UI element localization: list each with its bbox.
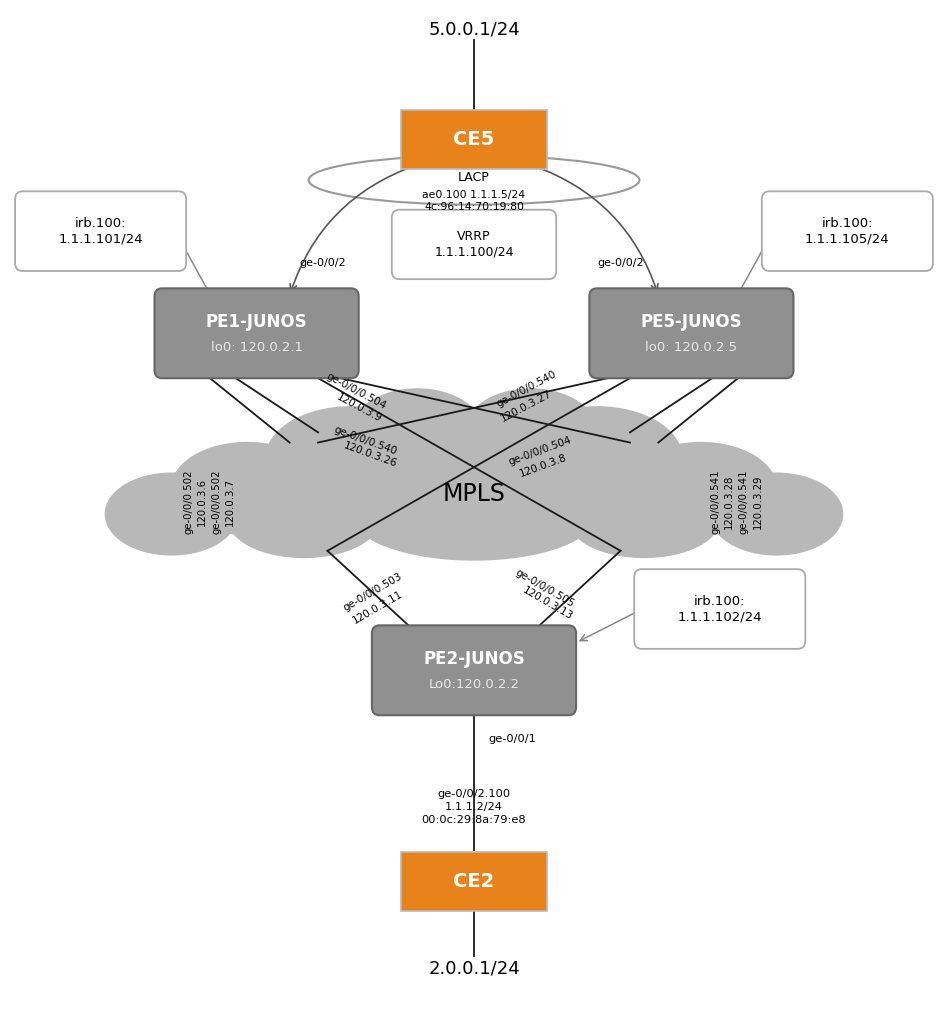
Ellipse shape — [228, 481, 379, 557]
Text: 120.0.3.9: 120.0.3.9 — [335, 392, 383, 424]
Text: 120.0.3.26: 120.0.3.26 — [342, 440, 398, 469]
Text: 120.0.3.13: 120.0.3.13 — [520, 586, 574, 623]
FancyBboxPatch shape — [15, 191, 186, 271]
Text: ge-0/0/0.541: ge-0/0/0.541 — [710, 470, 720, 535]
Text: CE5: CE5 — [453, 130, 495, 148]
Text: 2.0.0.1/24: 2.0.0.1/24 — [428, 959, 520, 978]
Text: PE1-JUNOS: PE1-JUNOS — [206, 312, 307, 331]
Text: 120.0.3.6: 120.0.3.6 — [197, 478, 207, 526]
Ellipse shape — [351, 389, 483, 476]
Ellipse shape — [351, 468, 597, 560]
Text: 00:0c:29:8a:79:e8: 00:0c:29:8a:79:e8 — [422, 815, 526, 825]
Text: 120.0.3.29: 120.0.3.29 — [753, 474, 762, 529]
FancyBboxPatch shape — [155, 289, 358, 378]
Ellipse shape — [465, 389, 597, 476]
Text: ge-0/0/0.503: ge-0/0/0.503 — [341, 570, 404, 612]
Text: ae0.100 1.1.1.5/24: ae0.100 1.1.1.5/24 — [423, 190, 525, 201]
Text: ge-0/0/0.502: ge-0/0/0.502 — [212, 470, 222, 535]
FancyBboxPatch shape — [762, 191, 933, 271]
Text: ge-0/0/2: ge-0/0/2 — [597, 258, 644, 268]
Text: irb.100:
1.1.1.101/24: irb.100: 1.1.1.101/24 — [59, 217, 143, 245]
Text: 120.0.3.11: 120.0.3.11 — [351, 589, 405, 626]
Text: CE2: CE2 — [453, 872, 495, 891]
Ellipse shape — [512, 407, 682, 509]
Text: VRRP
1.1.1.100/24: VRRP 1.1.1.100/24 — [434, 230, 514, 258]
Text: 120.0.3.27: 120.0.3.27 — [499, 388, 554, 423]
Text: PE2-JUNOS: PE2-JUNOS — [423, 649, 525, 668]
Ellipse shape — [172, 442, 322, 535]
Text: 1.1.1.2/24: 1.1.1.2/24 — [445, 802, 503, 812]
FancyBboxPatch shape — [634, 569, 805, 649]
Text: ge-0/0/0.540: ge-0/0/0.540 — [333, 425, 398, 457]
FancyBboxPatch shape — [392, 210, 556, 280]
Text: PE5-JUNOS: PE5-JUNOS — [641, 312, 742, 331]
Ellipse shape — [105, 473, 238, 555]
Text: 120.0.3.28: 120.0.3.28 — [724, 474, 734, 529]
Ellipse shape — [309, 156, 639, 205]
Text: irb.100:
1.1.1.102/24: irb.100: 1.1.1.102/24 — [678, 595, 762, 623]
Ellipse shape — [626, 442, 776, 535]
Text: ge-0/0/2.100: ge-0/0/2.100 — [437, 788, 511, 799]
FancyBboxPatch shape — [372, 626, 576, 715]
Text: ge-0/0/0.505: ge-0/0/0.505 — [514, 567, 576, 609]
Text: lo0: 120.0.2.5: lo0: 120.0.2.5 — [646, 341, 738, 354]
Text: Lo0:120.0.2.2: Lo0:120.0.2.2 — [428, 679, 520, 691]
Text: irb.100:
1.1.1.105/24: irb.100: 1.1.1.105/24 — [805, 217, 889, 245]
Text: 5.0.0.1/24: 5.0.0.1/24 — [428, 20, 520, 39]
Ellipse shape — [569, 481, 720, 557]
FancyBboxPatch shape — [401, 852, 547, 911]
Text: ge-0/0/0.502: ge-0/0/0.502 — [184, 470, 193, 535]
Ellipse shape — [332, 417, 616, 550]
Text: LACP: LACP — [458, 171, 490, 183]
Text: ge-0/0/2: ge-0/0/2 — [300, 258, 346, 268]
FancyBboxPatch shape — [590, 289, 793, 378]
Text: 120.0.3.7: 120.0.3.7 — [225, 478, 235, 526]
FancyBboxPatch shape — [401, 110, 547, 169]
Text: ge-0/0/0.504: ge-0/0/0.504 — [507, 434, 573, 467]
Text: 120.0.3.8: 120.0.3.8 — [518, 453, 568, 479]
Text: MPLS: MPLS — [443, 481, 505, 506]
Text: ge-0/0/1: ge-0/0/1 — [488, 734, 536, 743]
Ellipse shape — [710, 473, 843, 555]
Text: lo0: 120.0.2.1: lo0: 120.0.2.1 — [210, 341, 302, 354]
Text: ge-0/0/0.504: ge-0/0/0.504 — [324, 372, 388, 412]
Text: ge-0/0/0.541: ge-0/0/0.541 — [738, 470, 748, 535]
Ellipse shape — [266, 407, 436, 509]
Text: ge-0/0/0.540: ge-0/0/0.540 — [494, 370, 557, 410]
Text: 4c:96:14:70:19:80: 4c:96:14:70:19:80 — [424, 202, 524, 212]
